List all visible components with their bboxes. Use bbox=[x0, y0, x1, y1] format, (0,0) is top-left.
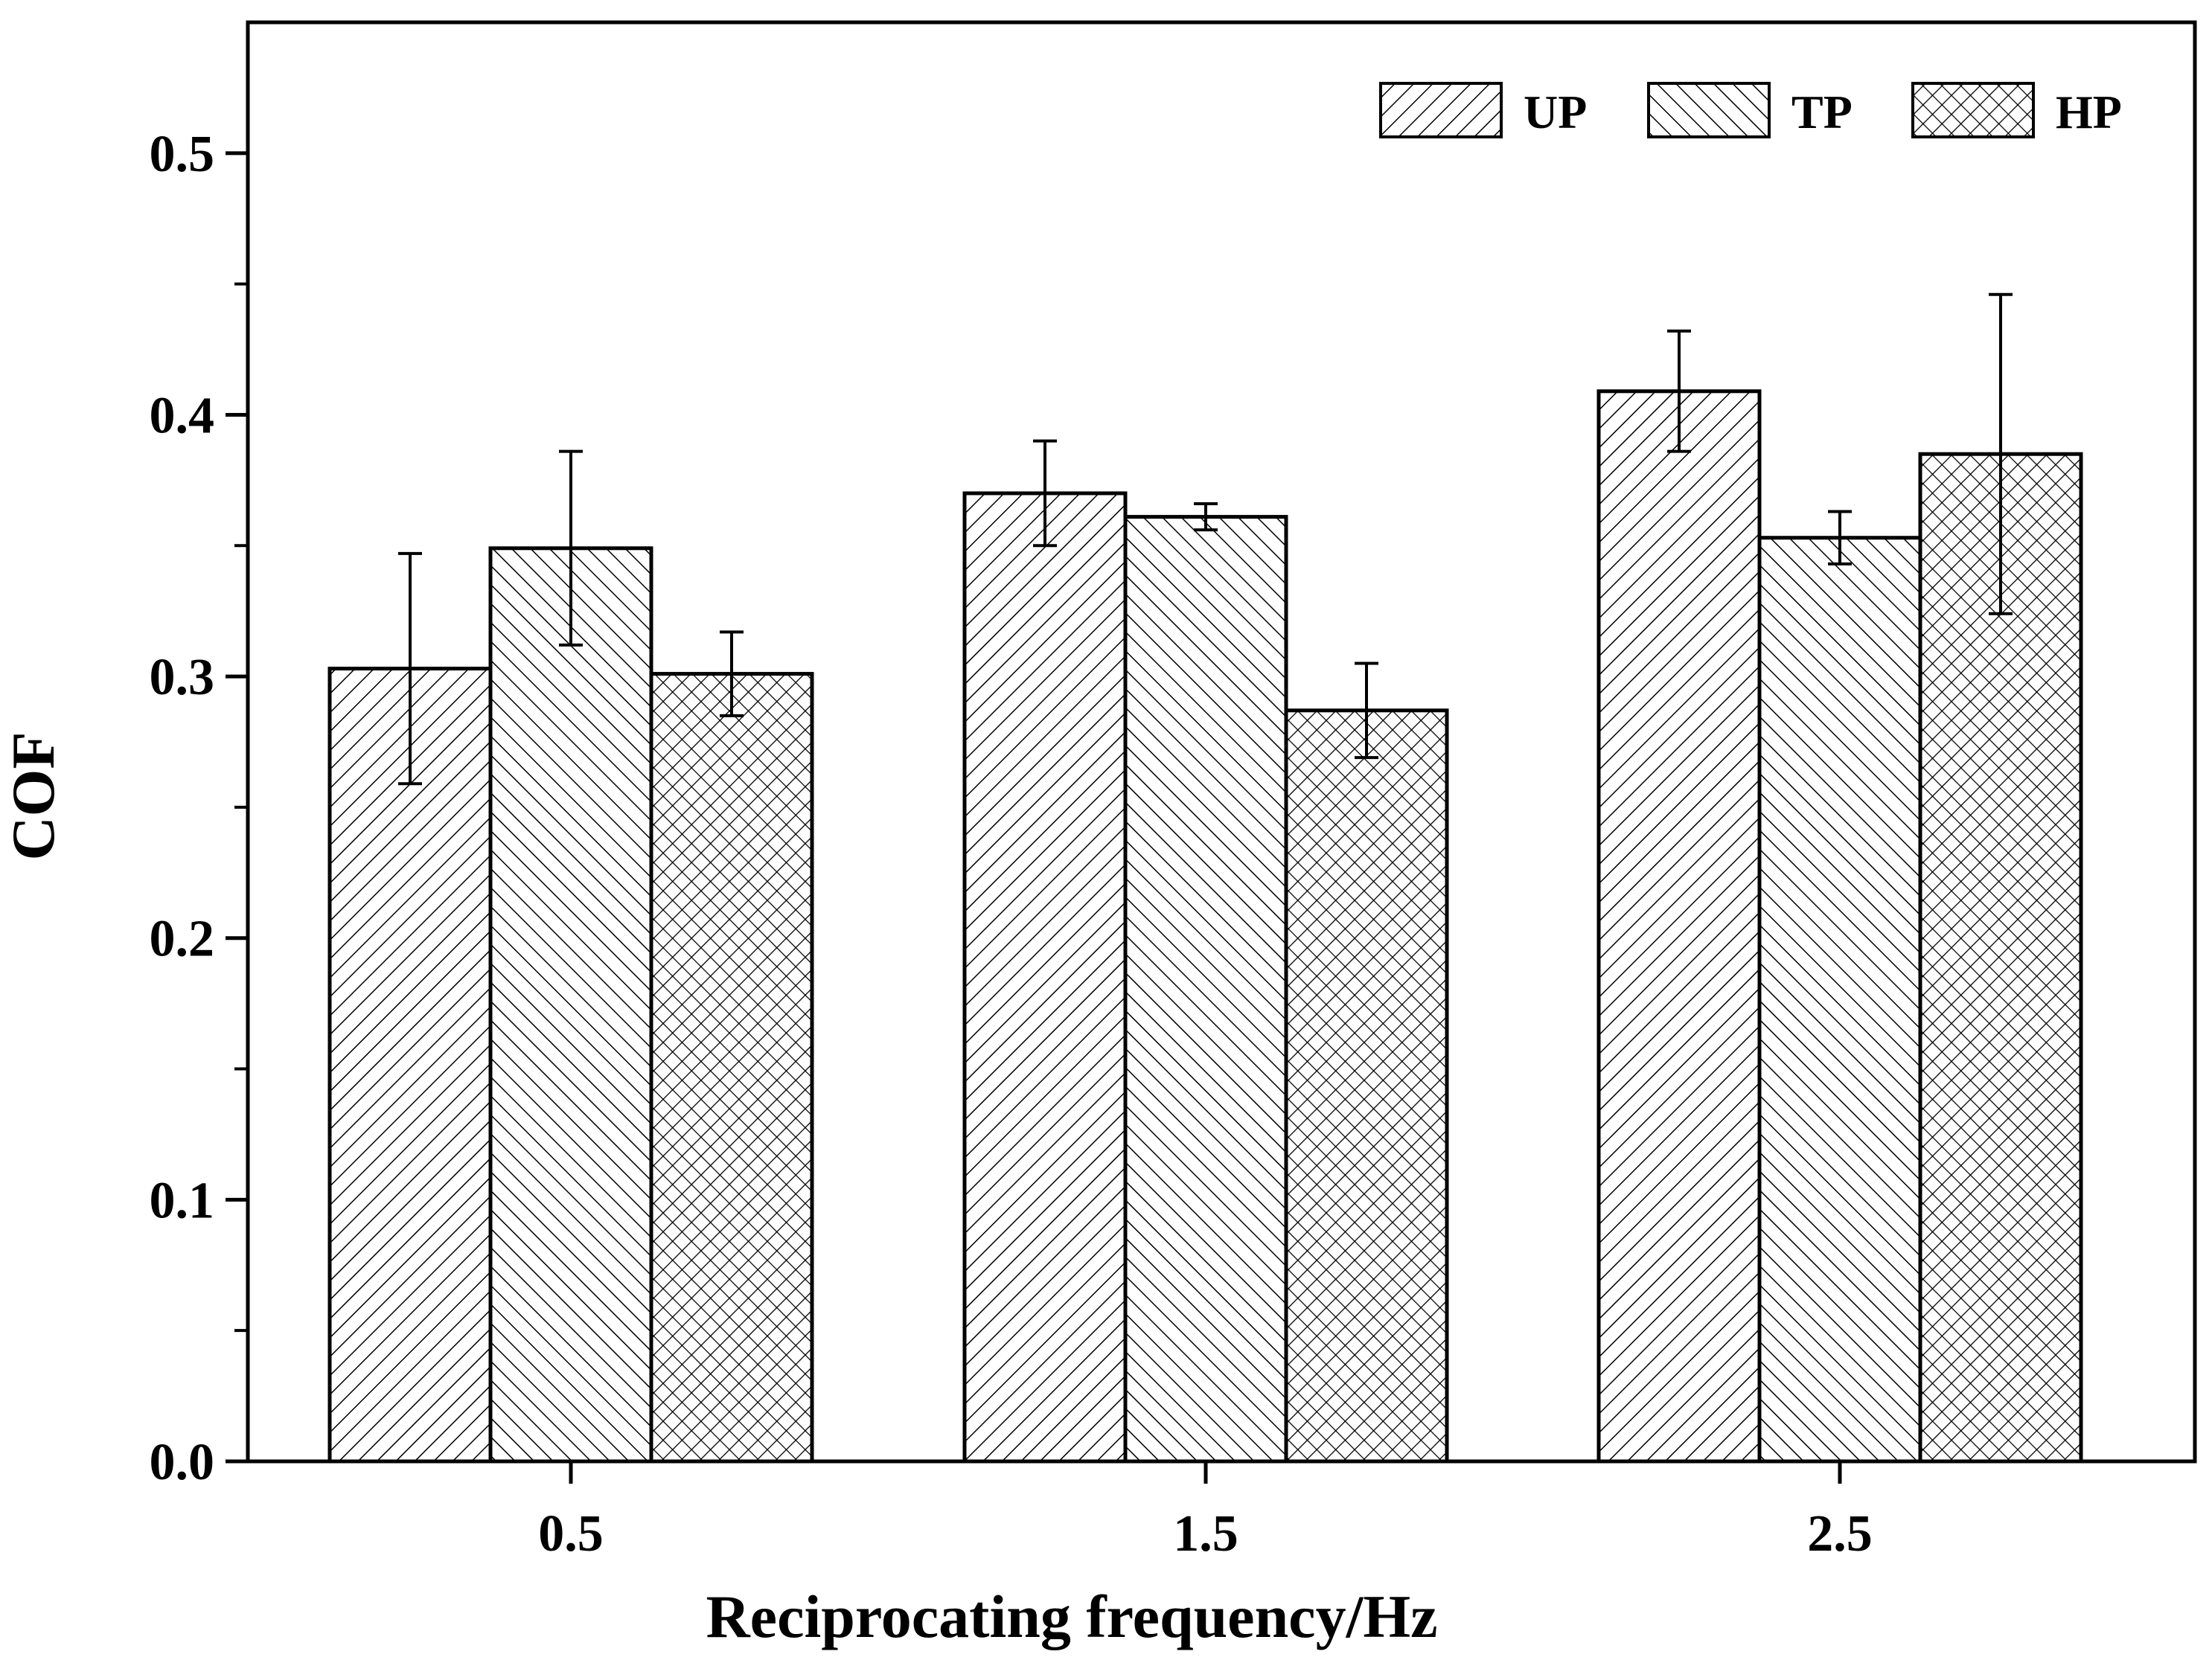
y-axis: 0.0 0.1 0.2 0.3 0.4 0.5 bbox=[150, 126, 248, 1491]
bar-hp bbox=[649, 672, 814, 1464]
x-tick-label: 1.5 bbox=[1173, 1505, 1238, 1563]
bar-up bbox=[962, 491, 1128, 1464]
x-tick-label: 2.5 bbox=[1807, 1505, 1873, 1563]
x-axis-title: Reciprocating frequency/Hz bbox=[706, 1583, 1437, 1650]
y-tick-label: 0.0 bbox=[150, 1434, 215, 1491]
y-tick-label: 0.3 bbox=[150, 649, 215, 706]
bar-tp bbox=[1757, 536, 1922, 1464]
bar-hp bbox=[1284, 708, 1449, 1464]
x-axis: 0.5 1.5 2.5 bbox=[538, 1461, 1873, 1563]
bars bbox=[327, 389, 2083, 1464]
y-tick-label: 0.5 bbox=[150, 126, 215, 183]
legend-swatch-up bbox=[1379, 82, 1503, 138]
x-tick-label: 0.5 bbox=[538, 1505, 604, 1563]
legend-swatch-hp bbox=[1911, 82, 2035, 138]
bar-up bbox=[1596, 389, 1762, 1464]
legend-label-hp: HP bbox=[2056, 86, 2122, 138]
y-axis-title: COF bbox=[0, 731, 67, 860]
bar-tp bbox=[1123, 515, 1288, 1464]
bar-up bbox=[327, 667, 493, 1464]
legend-label-up: UP bbox=[1524, 86, 1587, 138]
legend-label-tp: TP bbox=[1791, 86, 1853, 138]
y-tick-label: 0.4 bbox=[150, 387, 215, 444]
legend: UP TP HP bbox=[1379, 82, 2122, 138]
error-bars bbox=[398, 292, 2013, 786]
y-tick-label: 0.1 bbox=[150, 1172, 215, 1229]
legend-swatch-tp bbox=[1647, 82, 1771, 138]
y-tick-label: 0.2 bbox=[150, 911, 215, 968]
bar-hp bbox=[1918, 452, 2083, 1464]
bar-tp bbox=[488, 546, 653, 1464]
